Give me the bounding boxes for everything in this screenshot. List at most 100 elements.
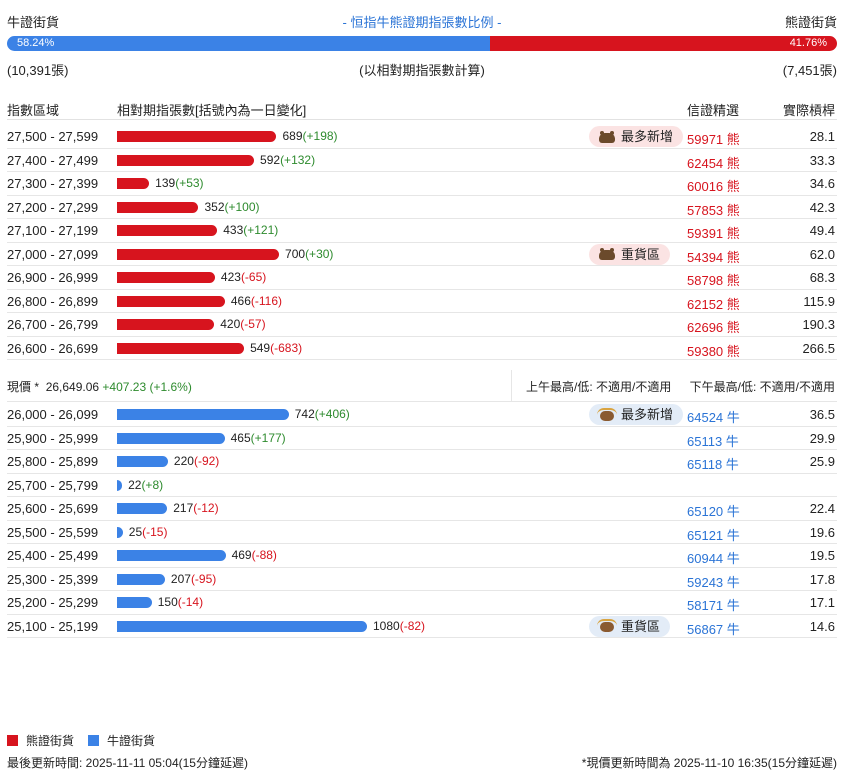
bull-qty-bar <box>117 432 225 444</box>
qty-number: 25 <box>128 524 143 539</box>
bull-row[interactable]: 25,800 - 25,899 220(-92) 65118 牛 25.9 <box>7 450 837 474</box>
qty-number: 22 <box>128 477 142 492</box>
effective-leverage: 49.4 <box>809 223 835 238</box>
bull-icon <box>597 407 617 422</box>
bull-row[interactable]: 26,000 - 26,099 742(+406) 最多新增 64524 牛 36.5 <box>7 403 837 427</box>
warrant-code-link[interactable]: 54394 熊 <box>687 249 740 265</box>
bear-row[interactable]: 26,600 - 26,699 549(-683) 59380 熊 266.5 <box>7 337 837 360</box>
qty-number: 420 <box>220 317 241 331</box>
qty-value: 423(-65) <box>221 270 266 284</box>
ratio-counts: (10,391張) (以相對期指張數計算) (7,451張) <box>7 60 837 78</box>
bull-row[interactable]: 25,700 - 25,799 22(+8) <box>7 474 837 497</box>
spot-value: 26,649.06 <box>45 380 100 394</box>
bear-row[interactable]: 26,900 - 26,999 423(-65) 58798 熊 68.3 <box>7 266 837 290</box>
warrant-code-link[interactable]: 57853 熊 <box>687 202 740 218</box>
am-high-low: 上午最高/低: 不適用/不適用 <box>511 370 671 401</box>
qty-change: (-82) <box>399 618 426 633</box>
qty-value: 689(+198) <box>282 129 337 143</box>
bear-row[interactable]: 27,200 - 27,299 352(+100) 57853 熊 42.3 <box>7 196 837 219</box>
warrant-code-link[interactable]: 59971 熊 <box>687 132 740 147</box>
effective-leverage: 42.3 <box>809 199 835 215</box>
index-range: 26,600 - 26,699 <box>7 340 99 356</box>
bear-qty-bar <box>117 178 150 189</box>
warrant-code-link[interactable]: 56867 牛 <box>687 621 740 637</box>
bull-row[interactable]: 25,300 - 25,399 207(-95) 59243 牛 17.8 <box>7 568 837 591</box>
qty-value: 465(+177) <box>231 431 286 445</box>
bull-qty-bar <box>117 479 123 491</box>
warrant-code-link[interactable]: 60016 熊 <box>687 179 740 194</box>
bear-qty-bar <box>117 225 218 236</box>
warrant-code-link[interactable]: 64524 牛 <box>687 410 740 425</box>
legend: 熊證街貨 牛證街貨 <box>7 732 155 749</box>
index-range: 26,700 - 26,799 <box>7 317 99 332</box>
qty-number: 469 <box>231 548 252 562</box>
bear-row[interactable]: 27,100 - 27,199 433(+121) 59391 熊 49.4 <box>7 219 837 243</box>
ratio-header: 牛證街貨 - 恒指牛熊證期指張數比例 - 熊證街貨 <box>7 12 837 30</box>
qty-change: (+132) <box>280 152 316 167</box>
index-range: 27,400 - 27,499 <box>7 152 99 168</box>
bull-qty-bar <box>117 597 152 608</box>
bull-row[interactable]: 25,400 - 25,499 469(-88) 60944 牛 19.5 <box>7 544 837 568</box>
legend-bull-label: 牛證街貨 <box>107 734 156 748</box>
warrant-code-link[interactable]: 58171 牛 <box>687 598 740 613</box>
bull-row[interactable]: 25,100 - 25,199 1080(-82) 重貨區 56867 牛 14.6 <box>7 615 837 638</box>
qty-number: 220 <box>173 454 194 468</box>
bull-row[interactable]: 25,200 - 25,299 150(-14) 58171 牛 17.1 <box>7 591 837 615</box>
qty-change: (+8) <box>141 477 164 492</box>
col-leverage: 實際槓桿 <box>782 103 835 118</box>
qty-change: (-92) <box>193 454 220 468</box>
warrant-code-link[interactable]: 60944 牛 <box>687 551 740 566</box>
effective-leverage: 68.3 <box>809 270 835 285</box>
qty-number: 742 <box>294 407 315 421</box>
warrant-code-link[interactable]: 58798 熊 <box>687 273 740 288</box>
bear-row[interactable]: 27,500 - 27,599 689(+198) 最多新增 59971 熊 28.1 <box>7 125 837 149</box>
bull-highlight-tag: 重貨區 <box>589 615 671 637</box>
bull-row[interactable]: 25,900 - 25,999 465(+177) 65113 牛 29.9 <box>7 427 837 450</box>
bear-row[interactable]: 27,000 - 27,099 700(+30) 重貨區 54394 熊 62.0 <box>7 243 837 266</box>
qty-value: 207(-95) <box>171 572 216 586</box>
bull-qty-bar <box>117 620 367 632</box>
warrant-code-link[interactable]: 59380 熊 <box>687 343 740 359</box>
effective-leverage: 19.5 <box>809 548 835 563</box>
bear-qty-bar <box>117 272 215 283</box>
warrant-code-link[interactable]: 59243 牛 <box>687 574 740 590</box>
warrant-code-link[interactable]: 65113 牛 <box>687 433 739 449</box>
warrant-code-link[interactable]: 65120 牛 <box>687 504 740 519</box>
index-range: 27,500 - 27,599 <box>7 129 99 144</box>
warrant-code-link[interactable]: 59391 熊 <box>687 226 740 241</box>
qty-change: (-57) <box>240 317 266 331</box>
bear-row[interactable]: 27,300 - 27,399 139(+53) 60016 熊 34.6 <box>7 172 837 196</box>
warrant-code-link[interactable]: 62454 熊 <box>687 155 740 171</box>
tag-label: 最多新增 <box>621 407 674 422</box>
bear-highlight-tag: 重貨區 <box>589 243 671 265</box>
tag-label: 重貨區 <box>621 246 661 262</box>
qty-change: (-95) <box>190 571 217 586</box>
qty-number: 466 <box>230 293 251 308</box>
qty-value: 150(-14) <box>158 595 203 609</box>
column-headers: 指數區域 相對期指張數[括號內為一日變化] 信證精選 實際槓桿 <box>7 100 837 120</box>
bull-icon <box>597 619 617 633</box>
warrant-code-link[interactable]: 65118 牛 <box>687 457 739 472</box>
effective-leverage: 266.5 <box>802 340 835 356</box>
index-range: 27,200 - 27,299 <box>7 199 99 215</box>
qty-number: 139 <box>155 176 176 190</box>
index-range: 25,700 - 25,799 <box>7 477 99 493</box>
bull-row[interactable]: 25,500 - 25,599 25(-15) 65121 牛 19.6 <box>7 521 837 544</box>
qty-value: 220(-92) <box>174 454 219 468</box>
bear-row[interactable]: 26,800 - 26,899 466(-116) 62152 熊 115.9 <box>7 290 837 313</box>
bull-qty-bar <box>117 409 289 420</box>
tag-label: 重貨區 <box>621 618 661 634</box>
bull-row[interactable]: 25,600 - 25,699 217(-12) 65120 牛 22.4 <box>7 497 837 521</box>
qty-change: (+121) <box>243 223 279 237</box>
warrant-code-link[interactable]: 65121 牛 <box>687 527 740 543</box>
qty-change: (-65) <box>240 270 267 284</box>
qty-value: 466(-116) <box>231 294 282 308</box>
index-range: 27,300 - 27,399 <box>7 176 99 191</box>
bear-qty-bar <box>117 248 280 260</box>
bear-row[interactable]: 26,700 - 26,799 420(-57) 62696 熊 190.3 <box>7 313 837 337</box>
bear-row[interactable]: 27,400 - 27,499 592(+132) 62454 熊 33.3 <box>7 149 837 172</box>
qty-value: 217(-12) <box>173 501 218 515</box>
warrant-code-link[interactable]: 62152 熊 <box>687 296 740 312</box>
warrant-code-link[interactable]: 62696 熊 <box>687 320 740 335</box>
index-range: 27,100 - 27,199 <box>7 223 99 238</box>
